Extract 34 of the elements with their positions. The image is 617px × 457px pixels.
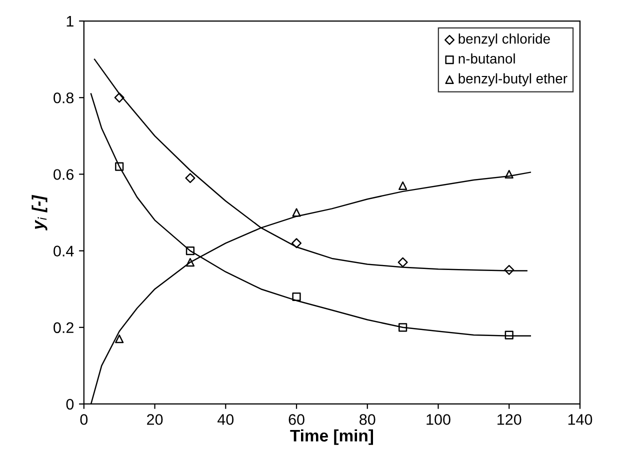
point — [186, 258, 195, 267]
legend-label: benzyl chloride — [458, 34, 550, 46]
legend-label: benzyl-butyl ether — [458, 73, 568, 86]
point — [398, 181, 408, 190]
y-tick-label: 0.2 — [54, 322, 74, 334]
x-tick-label: 80 — [360, 414, 376, 425]
point — [115, 334, 124, 344]
point — [398, 257, 408, 268]
y-tick-label: 0.4 — [54, 246, 74, 256]
x-tick-label: 60 — [288, 414, 304, 425]
y-tick-label: 0 — [66, 398, 74, 410]
x-tick-label: 20 — [147, 414, 163, 425]
point — [292, 208, 301, 217]
y-tick-label: 0.6 — [54, 169, 74, 180]
point — [504, 330, 514, 340]
x-tick-label: 0 — [80, 414, 88, 425]
point — [504, 264, 514, 275]
y-tick-label: 0.8 — [54, 92, 74, 104]
point — [186, 246, 195, 256]
point — [291, 238, 302, 248]
point — [115, 162, 124, 171]
legend-label: n-butanol — [458, 53, 515, 64]
x-tick-label: 100 — [426, 414, 450, 425]
point — [292, 292, 301, 302]
x-tick-label: 120 — [498, 414, 522, 425]
y-tick-label: 1 — [66, 16, 74, 27]
point — [398, 323, 408, 332]
point — [114, 92, 124, 103]
y-axis-title: y$_{i}$ [-] — [32, 194, 48, 230]
point — [504, 170, 514, 179]
x-tick-label: 40 — [218, 414, 234, 425]
x-axis-title: Time [min] — [290, 429, 373, 445]
point — [185, 173, 196, 184]
x-tick-label: 140 — [568, 414, 592, 425]
